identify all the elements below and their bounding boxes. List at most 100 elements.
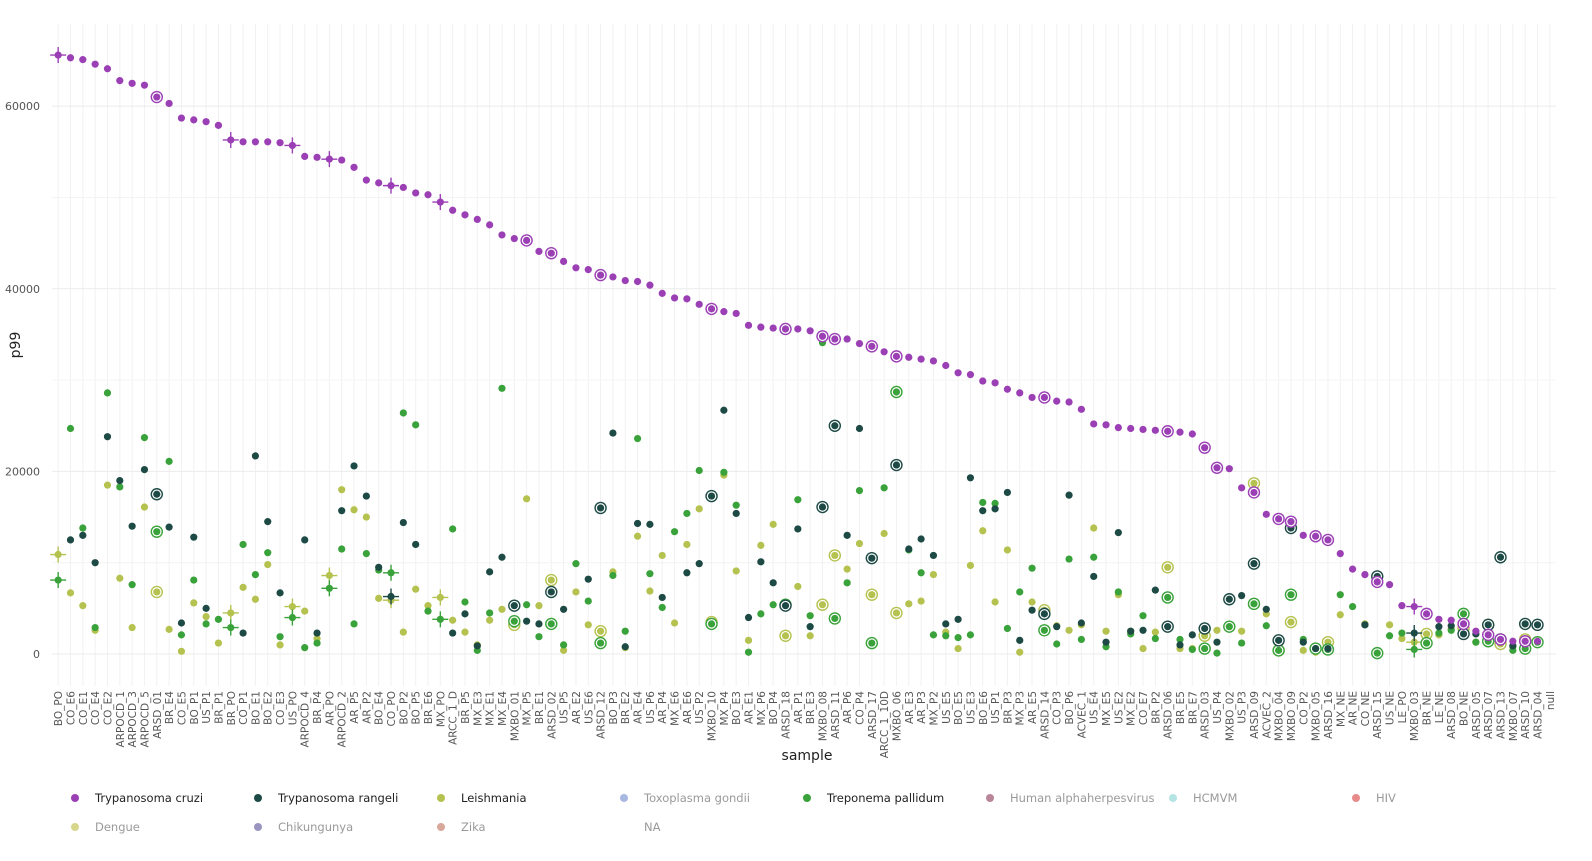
trypanosoma-rangeli-point[interactable] [103, 433, 112, 441]
trypanosoma-rangeli-point[interactable] [350, 462, 358, 470]
trypanosoma-rangeli-point[interactable] [461, 610, 469, 618]
treponema-pallidum-point[interactable] [572, 560, 580, 568]
trypanosoma-rangeli-point[interactable] [1312, 644, 1320, 653]
trypanosoma-rangeli-point[interactable] [1447, 622, 1455, 630]
trypanosoma-cruzi-point[interactable] [1521, 637, 1529, 645]
leishmania-point[interactable] [683, 540, 691, 549]
treponema-pallidum-point[interactable] [1422, 639, 1431, 647]
trypanosoma-rangeli-point[interactable] [966, 474, 975, 482]
trypanosoma-rangeli-point[interactable] [1262, 605, 1270, 613]
trypanosoma-rangeli-point[interactable] [646, 520, 654, 528]
trypanosoma-cruzi-point[interactable] [1176, 428, 1184, 436]
treponema-pallidum-point[interactable] [942, 632, 950, 640]
trypanosoma-rangeli-point[interactable] [942, 620, 950, 628]
trypanosoma-cruzi-point[interactable] [498, 231, 506, 239]
trypanosoma-cruzi-point[interactable] [1472, 627, 1480, 635]
treponema-pallidum-point[interactable] [276, 633, 284, 641]
treponema-pallidum-point[interactable] [596, 639, 605, 647]
leishmania-point[interactable] [966, 561, 975, 570]
trypanosoma-cruzi-point[interactable] [633, 277, 642, 286]
trypanosoma-cruzi-point[interactable] [1164, 427, 1172, 435]
trypanosoma-cruzi-point[interactable] [1496, 635, 1505, 644]
trypanosoma-cruzi-point[interactable] [1102, 421, 1110, 429]
leishmania-point[interactable] [449, 616, 457, 624]
trypanosoma-cruzi-point[interactable] [412, 189, 420, 197]
trypanosoma-rangeli-point[interactable] [523, 617, 531, 625]
leishmania-point[interactable] [1164, 563, 1172, 571]
trypanosoma-cruzi-point[interactable] [473, 215, 481, 224]
leishmania-point[interactable] [781, 632, 790, 640]
legend-item-trypanosoma-rangeli[interactable]: Trypanosoma rangeli [254, 791, 398, 805]
trypanosoma-rangeli-point[interactable] [806, 623, 814, 631]
leishmania-point[interactable] [991, 598, 999, 606]
treponema-pallidum-point[interactable] [880, 484, 888, 492]
treponema-pallidum-point[interactable] [153, 528, 161, 536]
trypanosoma-cruzi-point[interactable] [658, 289, 666, 297]
treponema-pallidum-point[interactable] [732, 501, 740, 509]
treponema-pallidum-point[interactable] [202, 620, 210, 628]
treponema-pallidum-point[interactable] [1065, 555, 1073, 563]
leishmania-point[interactable] [695, 505, 703, 513]
trypanosoma-rangeli-point[interactable] [979, 507, 987, 515]
treponema-pallidum-point[interactable] [1040, 626, 1048, 634]
trypanosoma-cruzi-point[interactable] [1299, 531, 1307, 539]
treponema-pallidum-point[interactable] [1139, 612, 1147, 620]
trypanosoma-rangeli-point[interactable] [954, 615, 962, 623]
trypanosoma-cruzi-point[interactable] [313, 153, 321, 161]
trypanosoma-rangeli-point[interactable] [584, 575, 592, 583]
trypanosoma-rangeli-point[interactable] [843, 531, 851, 539]
trypanosoma-cruzi-point[interactable] [880, 348, 888, 356]
trypanosoma-rangeli-point[interactable] [991, 505, 999, 513]
leishmania-point[interactable] [412, 585, 420, 593]
trypanosoma-cruzi-point[interactable] [116, 77, 124, 85]
trypanosoma-cruzi-point[interactable] [572, 264, 580, 272]
trypanosoma-rangeli-point[interactable] [313, 629, 321, 637]
treponema-pallidum-point[interactable] [498, 384, 506, 392]
trypanosoma-cruzi-point[interactable] [301, 152, 309, 160]
trypanosoma-rangeli-point[interactable] [781, 602, 790, 610]
trypanosoma-cruzi-point[interactable] [757, 323, 765, 331]
trypanosoma-cruzi-point[interactable] [1422, 610, 1431, 618]
treponema-pallidum-point[interactable] [831, 614, 839, 623]
trypanosoma-cruzi-point[interactable] [1040, 393, 1048, 402]
legend-item-chikungunya[interactable]: Chikungunya [254, 820, 353, 834]
leishmania-point[interactable] [79, 602, 87, 610]
leishmania-point[interactable] [1065, 626, 1073, 634]
trypanosoma-cruzi-point[interactable] [1201, 444, 1209, 452]
treponema-pallidum-point[interactable] [609, 571, 617, 580]
leishmania-point[interactable] [572, 588, 580, 596]
trypanosoma-cruzi-point[interactable] [1090, 420, 1098, 428]
leishmania-point[interactable] [1213, 626, 1221, 634]
treponema-pallidum-point[interactable] [658, 603, 666, 612]
treponema-pallidum-point[interactable] [794, 496, 802, 504]
treponema-pallidum-point[interactable] [313, 639, 321, 647]
trypanosoma-cruzi-point[interactable] [732, 309, 740, 318]
trypanosoma-rangeli-point[interactable] [633, 519, 642, 528]
trypanosoma-cruzi-point[interactable] [744, 321, 753, 329]
treponema-pallidum-point[interactable] [1398, 629, 1406, 637]
trypanosoma-cruzi-point[interactable] [177, 114, 186, 122]
trypanosoma-cruzi-point[interactable] [1275, 515, 1283, 523]
trypanosoma-cruzi-point[interactable] [979, 377, 987, 385]
leishmania-point[interactable] [560, 646, 568, 654]
leishmania-point[interactable] [301, 607, 309, 615]
leishmania-point[interactable] [1422, 630, 1431, 638]
treponema-pallidum-point[interactable] [535, 633, 543, 641]
trypanosoma-cruzi-point[interactable] [818, 332, 827, 340]
trypanosoma-rangeli-point[interactable] [744, 613, 753, 622]
trypanosoma-rangeli-point[interactable] [1484, 621, 1492, 629]
trypanosoma-rangeli-point[interactable] [251, 452, 260, 460]
legend-item-leishmania[interactable]: Leishmania [437, 791, 527, 805]
trypanosoma-cruzi-point[interactable] [560, 257, 568, 266]
trypanosoma-cruzi-point[interactable] [202, 118, 210, 126]
leishmania-point[interactable] [165, 625, 173, 633]
trypanosoma-rangeli-point[interactable] [905, 545, 913, 553]
trypanosoma-cruzi-point[interactable] [153, 93, 161, 101]
treponema-pallidum-point[interactable] [1176, 635, 1184, 644]
treponema-pallidum-point[interactable] [547, 620, 555, 628]
trypanosoma-rangeli-point[interactable] [1275, 636, 1283, 644]
leishmania-point[interactable] [670, 619, 679, 627]
trypanosoma-rangeli-point[interactable] [547, 588, 555, 596]
trypanosoma-rangeli-point[interactable] [868, 554, 876, 562]
trypanosoma-cruzi-point[interactable] [917, 355, 925, 363]
